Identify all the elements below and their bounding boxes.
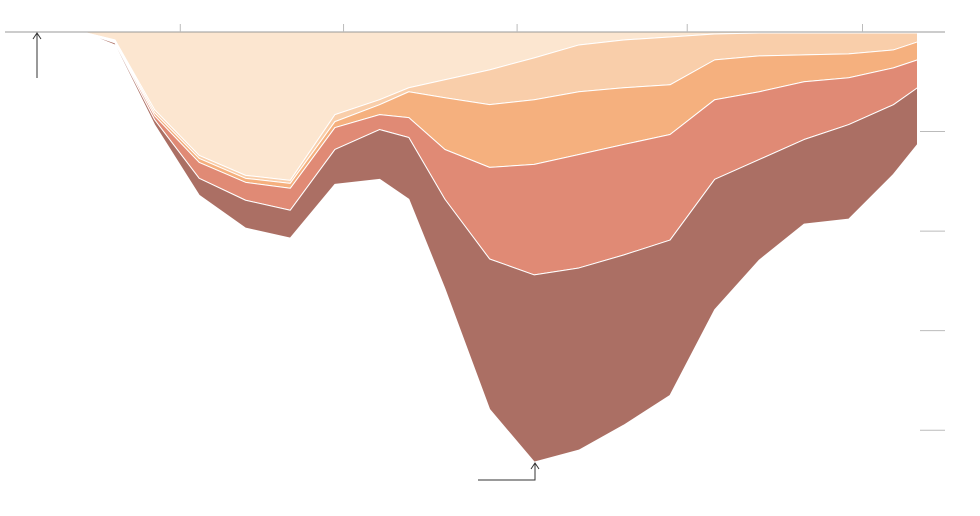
area — [81, 31, 919, 463]
annotation-arrow — [32, 32, 42, 78]
areas — [81, 31, 919, 463]
annotation-arrow — [478, 462, 540, 481]
